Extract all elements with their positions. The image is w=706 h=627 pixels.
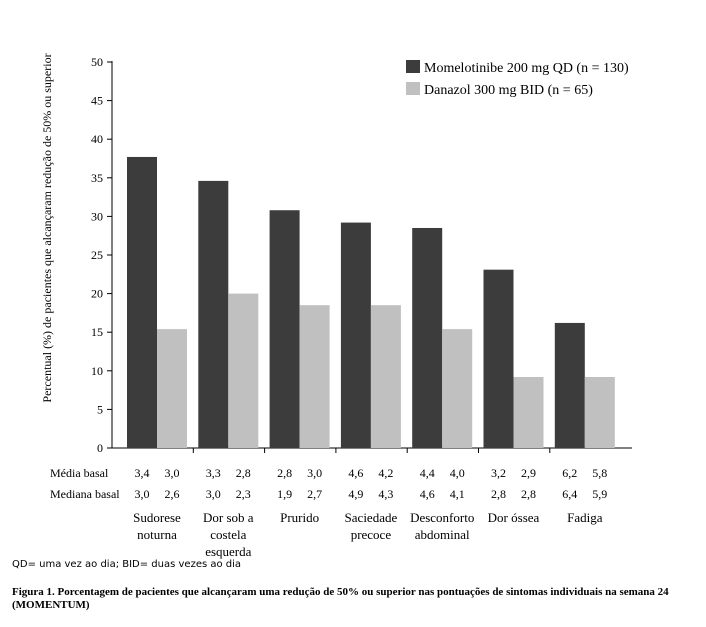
baseline-value: 3,0 — [165, 466, 180, 480]
y-tick-label: 5 — [97, 402, 103, 416]
y-tick-label: 30 — [91, 209, 103, 223]
y-tick-label: 25 — [91, 248, 103, 262]
baseline-value: 2,6 — [165, 487, 180, 501]
y-tick-label: 10 — [91, 364, 103, 378]
bar-danazol — [584, 376, 615, 448]
baseline-value: 2,8 — [277, 466, 292, 480]
bar-danazol — [228, 293, 259, 448]
bar-momelotinibe — [127, 156, 157, 448]
y-tick-label: 20 — [91, 287, 103, 301]
baseline-value: 4,3 — [378, 487, 393, 501]
baseline-row-label: Mediana basal — [50, 487, 120, 501]
bar-chart: 0 5 10 15 20 25 30 35 40 45 50 Percentual (%) de pa… — [40, 53, 632, 559]
baseline-value: 3,0 — [206, 487, 221, 501]
y-tick-label: 0 — [97, 441, 103, 455]
baseline-value: 3,4 — [135, 466, 150, 480]
baseline-value: 4,1 — [450, 487, 465, 501]
x-category-label: precoce — [351, 527, 392, 542]
baseline-value: 3,0 — [307, 466, 322, 480]
baseline-value: 4,0 — [450, 466, 465, 480]
x-category-label: noturna — [137, 527, 177, 542]
y-tick-label: 15 — [91, 325, 103, 339]
baseline-value: 2,8 — [491, 487, 506, 501]
y-tick-label: 35 — [91, 171, 103, 185]
baseline-value: 4,9 — [348, 487, 363, 501]
x-category-label: Sudorese — [133, 510, 181, 525]
x-category-label: Saciedade — [345, 510, 398, 525]
bar-momelotinibe — [412, 227, 443, 448]
x-category-label: abdominal — [415, 527, 470, 542]
x-category-label: Dor sob a — [203, 510, 254, 525]
x-category-label: Prurido — [280, 510, 319, 525]
baseline-value: 5,8 — [592, 466, 607, 480]
baseline-value: 6,4 — [562, 487, 577, 501]
bar-momelotinibe — [269, 210, 300, 448]
y-tick-label: 45 — [91, 94, 103, 108]
bar-danazol — [370, 305, 401, 448]
legend-label: Momelotinibe 200 mg QD (n = 130) — [424, 61, 629, 76]
baseline-value: 2,3 — [236, 487, 251, 501]
baseline-row-label: Média basal — [50, 466, 109, 480]
bar-danazol — [442, 329, 473, 448]
baseline-value: 3,0 — [135, 487, 150, 501]
bar-momelotinibe — [483, 269, 514, 448]
bar-momelotinibe — [340, 222, 371, 448]
legend-swatch — [406, 82, 420, 95]
baseline-value: 5,9 — [592, 487, 607, 501]
baseline-value: 2,9 — [521, 466, 536, 480]
y-axis-label: Percentual (%) de pacientes que alcançar… — [40, 53, 54, 402]
bar-momelotinibe — [554, 322, 585, 448]
baseline-value: 1,9 — [277, 487, 292, 501]
legend-swatch — [406, 60, 420, 73]
bar-momelotinibe — [198, 180, 229, 448]
baseline-value: 4,6 — [348, 466, 363, 480]
x-category-label: esquerda — [205, 544, 251, 559]
x-category-label: Fadiga — [567, 510, 603, 525]
legend-label: Danazol 300 mg BID (n = 65) — [424, 83, 593, 98]
x-category-label: costela — [210, 527, 246, 542]
baseline-value: 6,2 — [562, 466, 577, 480]
footnote: QD= uma vez ao dia; BID= duas vezes ao d… — [12, 559, 242, 570]
x-category-label: Dor óssea — [488, 510, 540, 525]
bar-danazol — [157, 329, 187, 448]
baseline-value: 4,2 — [378, 466, 393, 480]
baseline-value: 2,8 — [521, 487, 536, 501]
baseline-value: 2,8 — [236, 466, 251, 480]
baseline-value: 4,4 — [420, 466, 435, 480]
baseline-value: 3,2 — [491, 466, 506, 480]
baseline-value: 3,3 — [206, 466, 221, 480]
bar-danazol — [513, 376, 544, 448]
baseline-value: 2,7 — [307, 487, 322, 501]
y-tick-label: 50 — [91, 55, 103, 69]
baseline-value: 4,6 — [420, 487, 435, 501]
y-tick-label: 40 — [91, 132, 103, 146]
bar-danazol — [299, 305, 330, 448]
x-category-label: Desconforto — [410, 510, 474, 525]
figure-caption: Figura 1. Porcentagem de pacientes que a… — [12, 586, 669, 611]
